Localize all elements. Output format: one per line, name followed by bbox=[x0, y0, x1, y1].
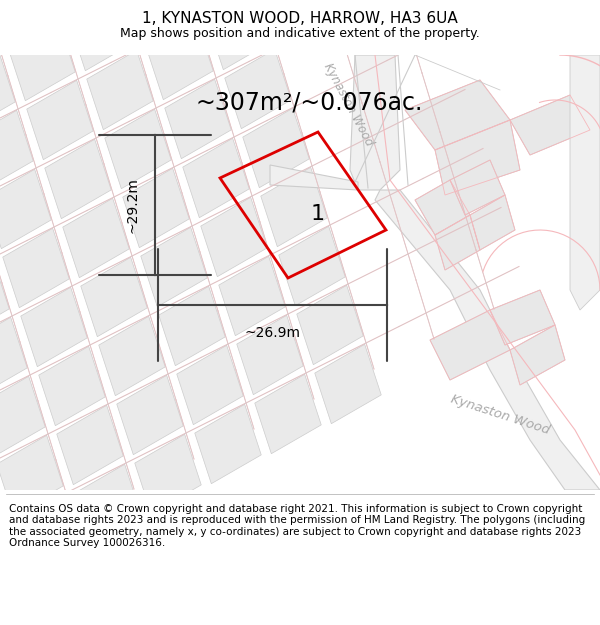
Polygon shape bbox=[177, 345, 243, 425]
Polygon shape bbox=[297, 285, 363, 365]
Text: ~29.2m: ~29.2m bbox=[126, 177, 140, 233]
Polygon shape bbox=[0, 169, 51, 249]
Polygon shape bbox=[147, 20, 213, 100]
Polygon shape bbox=[350, 55, 400, 190]
Polygon shape bbox=[129, 0, 195, 41]
Polygon shape bbox=[315, 344, 381, 424]
Polygon shape bbox=[219, 256, 285, 336]
Polygon shape bbox=[510, 95, 590, 155]
Polygon shape bbox=[0, 465, 3, 545]
Polygon shape bbox=[225, 49, 291, 129]
Polygon shape bbox=[75, 464, 141, 544]
Polygon shape bbox=[57, 405, 123, 485]
Polygon shape bbox=[69, 0, 135, 71]
Polygon shape bbox=[45, 139, 111, 219]
Polygon shape bbox=[0, 524, 21, 604]
Polygon shape bbox=[99, 316, 165, 396]
Polygon shape bbox=[27, 80, 93, 160]
Polygon shape bbox=[270, 165, 358, 190]
Polygon shape bbox=[165, 79, 231, 159]
Polygon shape bbox=[15, 494, 81, 574]
Polygon shape bbox=[255, 374, 321, 454]
Text: Kynaston Wood: Kynaston Wood bbox=[449, 393, 551, 437]
Polygon shape bbox=[189, 0, 255, 11]
Polygon shape bbox=[9, 21, 75, 101]
Polygon shape bbox=[430, 310, 510, 380]
Polygon shape bbox=[207, 0, 273, 70]
Text: Kynaston Wood: Kynaston Wood bbox=[320, 61, 376, 149]
Polygon shape bbox=[490, 290, 555, 345]
Polygon shape bbox=[0, 435, 63, 515]
Polygon shape bbox=[159, 286, 225, 366]
Polygon shape bbox=[105, 109, 171, 189]
Polygon shape bbox=[183, 138, 249, 218]
Polygon shape bbox=[0, 318, 27, 397]
Text: ~307m²/~0.076ac.: ~307m²/~0.076ac. bbox=[195, 90, 422, 114]
Polygon shape bbox=[0, 258, 9, 338]
Text: Contains OS data © Crown copyright and database right 2021. This information is : Contains OS data © Crown copyright and d… bbox=[9, 504, 585, 548]
Polygon shape bbox=[135, 434, 201, 514]
Polygon shape bbox=[405, 80, 510, 150]
Polygon shape bbox=[141, 228, 207, 307]
Polygon shape bbox=[201, 198, 267, 277]
Polygon shape bbox=[63, 198, 129, 278]
Text: ~26.9m: ~26.9m bbox=[245, 326, 301, 340]
Polygon shape bbox=[0, 51, 15, 131]
Polygon shape bbox=[0, 376, 45, 456]
Polygon shape bbox=[570, 55, 600, 310]
Polygon shape bbox=[237, 315, 303, 395]
Polygon shape bbox=[39, 346, 105, 426]
Text: 1, KYNASTON WOOD, HARROW, HA3 6UA: 1, KYNASTON WOOD, HARROW, HA3 6UA bbox=[142, 11, 458, 26]
Polygon shape bbox=[81, 258, 147, 337]
Text: Map shows position and indicative extent of the property.: Map shows position and indicative extent… bbox=[120, 27, 480, 39]
Polygon shape bbox=[195, 404, 261, 484]
Polygon shape bbox=[3, 228, 69, 308]
Polygon shape bbox=[117, 375, 183, 455]
Polygon shape bbox=[435, 120, 520, 195]
Text: 1: 1 bbox=[311, 204, 325, 224]
Polygon shape bbox=[435, 215, 480, 270]
Polygon shape bbox=[510, 325, 565, 385]
Polygon shape bbox=[470, 195, 515, 250]
Polygon shape bbox=[21, 288, 87, 367]
Polygon shape bbox=[375, 190, 600, 490]
Polygon shape bbox=[415, 180, 470, 235]
Polygon shape bbox=[279, 226, 345, 306]
Polygon shape bbox=[261, 168, 327, 247]
Polygon shape bbox=[123, 168, 189, 248]
Polygon shape bbox=[243, 108, 309, 188]
Polygon shape bbox=[87, 50, 153, 130]
Polygon shape bbox=[0, 110, 33, 190]
Polygon shape bbox=[450, 160, 505, 215]
